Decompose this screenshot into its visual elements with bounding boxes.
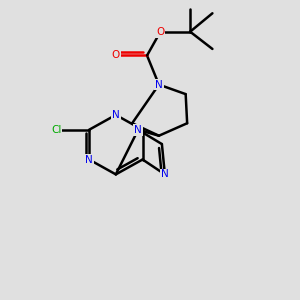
Text: N: N bbox=[161, 169, 169, 179]
Text: O: O bbox=[112, 50, 120, 61]
Text: N: N bbox=[85, 154, 93, 164]
Text: N: N bbox=[134, 125, 142, 135]
Text: N: N bbox=[112, 110, 120, 120]
Text: N: N bbox=[155, 80, 163, 90]
Text: O: O bbox=[156, 27, 164, 37]
Text: Cl: Cl bbox=[51, 125, 62, 135]
